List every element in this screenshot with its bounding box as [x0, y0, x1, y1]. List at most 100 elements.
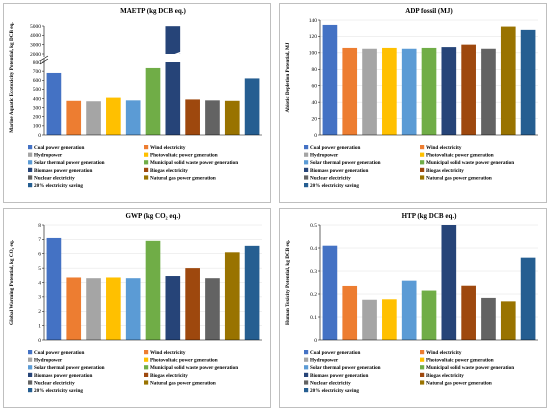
y-tick-label: 4000 — [30, 33, 41, 39]
y-tick-label: 2 — [38, 309, 41, 315]
bar-2 — [86, 101, 101, 135]
legend-swatch — [144, 167, 149, 172]
legend-item: Biogas electricity — [420, 167, 464, 174]
legend-swatch — [28, 380, 33, 385]
legend-label: Hydropower — [310, 153, 339, 159]
legend-item: Biomass power generation — [304, 167, 369, 174]
legend-label: Biomass power generation — [34, 168, 93, 174]
bar-8 — [205, 278, 220, 340]
legend-swatch — [420, 145, 425, 150]
bar-10 — [520, 29, 536, 135]
legend-label: Natural gas power generation — [150, 380, 216, 386]
legend-item: Photovoltaic power generation — [144, 152, 218, 159]
y-tick-label: 60 — [312, 84, 318, 90]
legend-swatch — [28, 388, 33, 393]
legend-swatch — [28, 357, 33, 362]
bar-3 — [106, 277, 121, 340]
bar-0 — [322, 245, 338, 340]
legend-swatch — [28, 167, 33, 172]
legend-label: Hydropower — [310, 358, 339, 364]
legend-item: Hydropower — [28, 357, 63, 364]
bar-7 — [461, 285, 476, 340]
chart-svg-2: GWP (kg CO₂ eq.) Global Warming Potential… — [9, 212, 262, 394]
y-tick-label: 80 — [312, 67, 318, 73]
legend-label: Wind electricity — [426, 350, 462, 356]
legend-item: Municipal solid waste power generation — [420, 160, 514, 166]
y-tick-label: 100 — [33, 124, 42, 130]
legend-swatch — [144, 372, 149, 377]
y-tick-label: 700 — [33, 69, 42, 75]
legend-label: Natural gas power generation — [150, 175, 216, 181]
legend-swatch — [304, 365, 309, 370]
y-tick-label: 300 — [33, 105, 42, 111]
legend-label: Nuclear electricity — [34, 175, 75, 181]
y-tick-label: 120 — [309, 34, 318, 40]
legend-item: Municipal solid waste power generation — [144, 365, 238, 371]
legend-label: Municipal solid waste power generation — [426, 365, 514, 371]
y-tick-label: 6 — [38, 252, 41, 258]
bar-9 — [500, 301, 516, 340]
y-axis-label: Global Warming Potential, kg CO₂ eq. — [9, 239, 15, 325]
y-tick-label: 3 — [38, 295, 41, 301]
legend-label: Wind electricity — [426, 145, 462, 151]
bar-8 — [205, 100, 220, 135]
bar-0 — [46, 237, 62, 340]
bar-0 — [322, 24, 338, 135]
legend-swatch — [304, 167, 309, 172]
y-tick-label: 0.4 — [310, 246, 317, 252]
legend-item: Biomass power generation — [28, 167, 93, 174]
legend-item: Wind electricity — [144, 350, 186, 356]
legend-swatch — [420, 152, 425, 157]
legend-label: Natural gas power generation — [426, 380, 492, 386]
bar-9 — [224, 100, 240, 135]
legend-item: Nuclear electricity — [304, 380, 351, 386]
legend-swatch — [144, 175, 149, 180]
bar-5 — [421, 47, 437, 135]
legend-swatch — [144, 145, 149, 150]
y-tick-label: 0 — [314, 338, 317, 344]
y-tick-label: 0 — [314, 133, 317, 139]
y-tick-label: 0 — [38, 133, 41, 139]
legend-label: Photovoltaic power generation — [150, 153, 218, 159]
legend-swatch — [304, 372, 309, 377]
bar-3 — [382, 47, 397, 135]
legend-item: Wind electricity — [420, 145, 462, 151]
legend-item: Photovoltaic power generation — [420, 357, 494, 364]
y-tick-label: 1 — [38, 323, 41, 329]
y-tick-label: 800 — [33, 60, 42, 66]
bar-0 — [46, 72, 62, 135]
legend-swatch — [420, 350, 425, 355]
legend-swatch — [28, 183, 33, 188]
legend-label: Municipal solid waste power generation — [150, 365, 238, 371]
legend-swatch — [144, 160, 149, 165]
legend-label: Municipal solid waste power generation — [426, 160, 514, 166]
legend-item: Natural gas power generation — [144, 380, 216, 386]
legend-swatch — [144, 380, 149, 385]
y-tick-label: 2000 — [30, 52, 41, 58]
legend-item: Biogas electricity — [144, 372, 188, 379]
legend-swatch — [420, 365, 425, 370]
bar-10 — [244, 245, 260, 340]
y-tick-label: 40 — [312, 100, 318, 106]
legend-swatch — [304, 357, 309, 362]
legend-swatch — [420, 167, 425, 172]
bar-3 — [382, 299, 397, 340]
y-tick-label: 0.3 — [310, 269, 317, 275]
legend-label: Photovoltaic power generation — [426, 358, 494, 364]
legend-label: Solar thermal power generation — [34, 160, 105, 166]
bar-4 — [401, 280, 417, 340]
legend-label: Nuclear electricity — [310, 175, 351, 181]
legend-item: Nuclear electricity — [28, 175, 75, 181]
legend-item: Nuclear electricity — [28, 380, 75, 386]
bar-6 — [165, 276, 181, 340]
legend-label: Wind electricity — [150, 145, 186, 151]
legend-swatch — [28, 145, 33, 150]
legend-label: Solar thermal power generation — [310, 365, 381, 371]
y-tick-label: 200 — [33, 115, 42, 121]
legend-swatch — [420, 357, 425, 362]
bar-6 — [441, 47, 457, 135]
bar-4 — [125, 278, 141, 340]
legend-label: Biogas electricity — [426, 373, 464, 379]
bar-3 — [106, 97, 121, 135]
bar-7 — [185, 268, 200, 340]
